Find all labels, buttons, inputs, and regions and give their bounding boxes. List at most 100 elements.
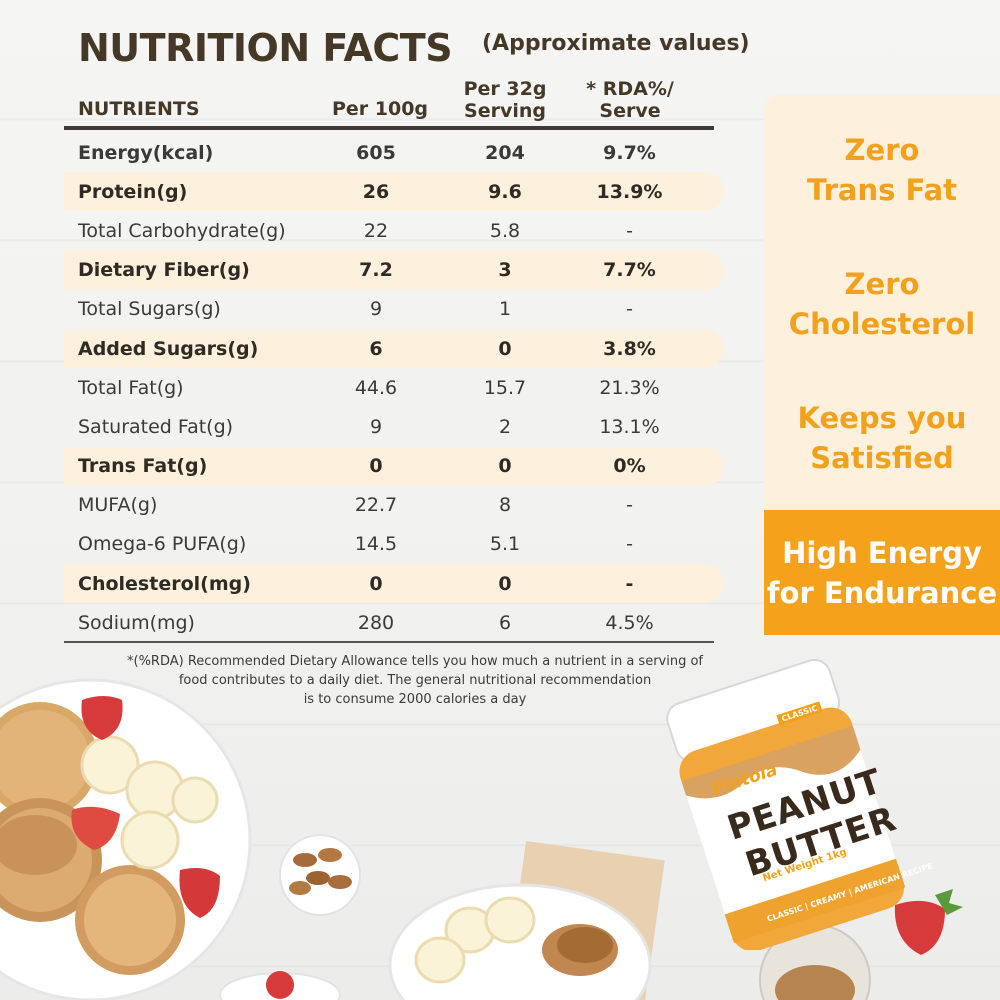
nutrient-name: Protein(g) xyxy=(78,180,188,203)
claim4-line1: High Energy xyxy=(782,536,982,570)
claim3-line2: Satisfied xyxy=(810,441,954,475)
claim2-line1: Zero xyxy=(844,267,920,301)
nutrient-name: Omega-6 PUFA(g) xyxy=(78,533,247,556)
value-per-32g: 3 xyxy=(498,259,512,282)
value-per-32g: 204 xyxy=(485,141,525,164)
nutrient-name: Added Sugars(g) xyxy=(78,337,259,360)
value-rda: - xyxy=(625,572,634,595)
value-per-32g: 0 xyxy=(498,337,512,360)
value-rda: - xyxy=(626,298,633,321)
value-per-100g: 605 xyxy=(356,141,396,164)
claim4-line2: for Endurance xyxy=(766,576,998,610)
claims-panel xyxy=(764,95,1000,510)
nutrient-name: Trans Fat(g) xyxy=(78,455,208,478)
nutrition-table: Energy(kcal) 605 204 9.7% Protein(g) 26 9.6 13.… xyxy=(64,133,724,642)
table-row: Trans Fat(g) 0 0 0% xyxy=(64,446,724,486)
value-per-100g: 44.6 xyxy=(354,376,398,399)
table-row: Added Sugars(g) 6 0 3.8% xyxy=(64,328,724,369)
rda-footnote: *(%RDA) Recommended Dietary Allowance te… xyxy=(110,652,720,709)
nutrient-name: Sodium(mg) xyxy=(78,611,195,634)
table-row: Dietary Fiber(g) 7.2 3 7.7% xyxy=(64,250,724,290)
footnote-line1: *(%RDA) Recommended Dietary Allowance te… xyxy=(127,654,703,669)
header-rda-line2: Serve xyxy=(599,100,661,122)
value-per-32g: 6 xyxy=(498,611,512,634)
value-per-100g: 0 xyxy=(369,572,383,595)
napkin-image xyxy=(505,840,665,1000)
header-per-32g-line1: Per 32g xyxy=(463,78,547,100)
value-rda: 13.9% xyxy=(596,180,663,203)
claim-high-energy: High Energy for Endurance xyxy=(764,533,1000,613)
claim1-line1: Zero xyxy=(844,133,920,167)
value-per-32g: 0 xyxy=(498,455,512,478)
nutrient-name: Cholesterol(mg) xyxy=(78,572,251,595)
table-row: Total Carbohydrate(g) 22 5.8 - xyxy=(64,211,724,250)
value-per-32g: 0 xyxy=(498,572,512,595)
value-per-32g: 5.1 xyxy=(489,533,521,556)
header-per-32g: Per 32g Serving xyxy=(455,78,555,122)
header-per-100g: Per 100g xyxy=(331,98,429,120)
page-subtitle: (Approximate values) xyxy=(482,31,750,56)
value-per-32g: 5.8 xyxy=(489,219,521,242)
header-rda: * RDA%/ Serve xyxy=(575,78,685,122)
claim2-line2: Cholesterol xyxy=(788,307,976,341)
table-top-rule xyxy=(64,126,714,130)
claim-zero-trans-fat: Zero Trans Fat xyxy=(764,130,1000,210)
table-row: Cholesterol(mg) 0 0 - xyxy=(64,564,724,604)
value-rda: - xyxy=(626,533,633,556)
value-rda: 4.5% xyxy=(605,611,654,634)
value-rda: 3.8% xyxy=(603,337,656,360)
value-per-100g: 0 xyxy=(369,455,383,478)
value-rda: 0% xyxy=(613,455,646,478)
peanut-butter-jar: Pintola CLASSIC PEANUT BUTTER Net Weight… xyxy=(655,630,945,952)
nutrient-name: Saturated Fat(g) xyxy=(78,415,234,438)
table-row: Total Fat(g) 44.6 15.7 21.3% xyxy=(64,368,724,407)
table-row: Omega-6 PUFA(g) 14.5 5.1 - xyxy=(64,525,724,564)
value-per-32g: 9.6 xyxy=(488,180,522,203)
granola-bowl-image xyxy=(388,883,652,1000)
value-per-100g: 26 xyxy=(362,180,390,203)
value-rda: 13.1% xyxy=(599,415,660,438)
value-per-32g: 15.7 xyxy=(483,376,527,399)
header-nutrients: NUTRIENTS xyxy=(78,98,200,120)
nutrient-name: MUFA(g) xyxy=(78,494,158,517)
table-row: Sodium(mg) 280 6 4.5% xyxy=(64,603,724,642)
header-rda-line1: * RDA%/ xyxy=(586,78,674,100)
value-per-32g: 1 xyxy=(498,298,512,321)
value-per-100g: 22 xyxy=(363,219,389,242)
value-rda: - xyxy=(626,494,633,517)
table-row: Total Sugars(g) 9 1 - xyxy=(64,290,724,329)
nutrient-name: Total Carbohydrate(g) xyxy=(78,219,286,242)
claim-zero-cholesterol: Zero Cholesterol xyxy=(764,264,1000,344)
page-title: NUTRITION FACTS xyxy=(78,26,453,70)
footnote-line3: is to consume 2000 calories a day xyxy=(303,692,527,707)
claim3-line1: Keeps you xyxy=(797,401,967,435)
value-per-100g: 6 xyxy=(369,337,383,360)
jar-graphic xyxy=(666,658,906,952)
value-per-32g: 8 xyxy=(498,494,512,517)
value-per-100g: 280 xyxy=(357,611,395,634)
energy-claim-box xyxy=(764,510,1000,635)
table-row: Saturated Fat(g) 9 2 13.1% xyxy=(64,407,724,446)
nutrient-name: Energy(kcal) xyxy=(78,141,214,164)
value-rda: - xyxy=(626,219,633,242)
nutrient-name: Total Fat(g) xyxy=(78,376,184,399)
claim1-line2: Trans Fat xyxy=(806,173,957,207)
nutrient-name: Total Sugars(g) xyxy=(78,298,221,321)
value-per-100g: 14.5 xyxy=(354,533,398,556)
claim-keeps-satisfied: Keeps you Satisfied xyxy=(764,398,1000,478)
value-rda: 21.3% xyxy=(599,376,660,399)
value-per-32g: 2 xyxy=(498,415,512,438)
table-row: Protein(g) 26 9.6 13.9% xyxy=(64,172,724,212)
almond-bowl-image xyxy=(279,834,361,916)
value-per-100g: 7.2 xyxy=(359,259,393,282)
value-per-100g: 22.7 xyxy=(354,494,398,517)
table-row: Energy(kcal) 605 204 9.7% xyxy=(64,133,724,172)
value-per-100g: 9 xyxy=(369,298,383,321)
table-bottom-rule xyxy=(64,641,714,643)
nutrient-name: Dietary Fiber(g) xyxy=(78,259,250,282)
value-rda: 9.7% xyxy=(603,141,656,164)
table-row: MUFA(g) 22.7 8 - xyxy=(64,486,724,525)
footnote-line2: food contributes to a daily diet. The ge… xyxy=(178,673,652,688)
header-per-32g-line2: Serving xyxy=(464,100,546,122)
pancake-plate-image xyxy=(0,678,252,1000)
